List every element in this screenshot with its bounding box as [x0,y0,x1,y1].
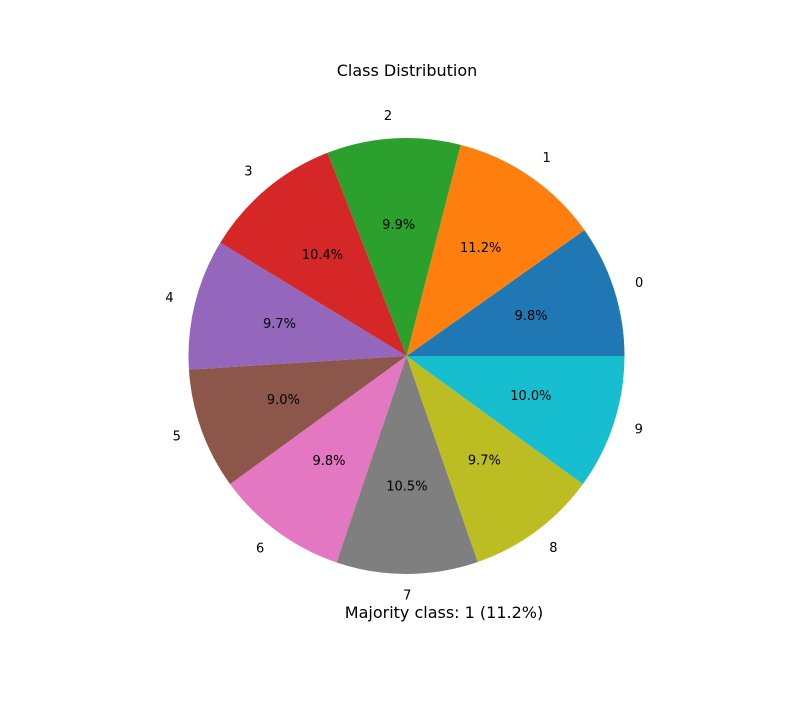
majority-class-annotation: Majority class: 1 (11.2%) [345,603,543,622]
pie-slice-3 [220,152,407,356]
category-label-5: 5 [173,430,181,445]
pie-slice-9 [406,356,625,485]
chart-title: Class Distribution [337,61,478,80]
pie-slice-6 [230,356,407,563]
category-label-0: 0 [635,276,643,291]
category-label-8: 8 [549,541,557,556]
pie-slice-2 [327,138,461,356]
category-label-2: 2 [384,109,392,124]
percent-label-8: 9.7% [468,454,501,469]
category-label-7: 7 [403,588,411,603]
pie-slice-1 [406,144,585,356]
percent-label-5: 9.0% [267,393,300,408]
category-label-9: 9 [635,423,643,438]
percent-label-4: 9.7% [263,317,296,332]
percent-label-7: 10.5% [386,479,427,494]
pie-slice-0 [406,230,625,356]
percent-label-0: 9.8% [515,309,548,324]
pie-slice-7 [336,356,478,574]
percent-label-6: 9.8% [312,454,345,469]
pie-slice-4 [188,242,407,370]
percent-label-9: 10.0% [510,389,551,404]
pie-slice-5 [188,356,407,485]
category-label-3: 3 [244,165,252,180]
category-label-1: 1 [543,151,551,166]
category-label-6: 6 [256,542,264,557]
percent-label-1: 11.2% [460,241,501,256]
percent-label-2: 9.9% [382,218,415,233]
pie-labels: 0 9.8% 1 11.2% 2 9.9% 3 10.4% 4 9.7% 5 9.0% 6 9.8% 7 10… [165,109,643,603]
pie-slices [188,138,625,574]
pie-slice-8 [406,356,583,563]
category-label-4: 4 [165,291,173,306]
percent-label-3: 10.4% [302,248,343,263]
